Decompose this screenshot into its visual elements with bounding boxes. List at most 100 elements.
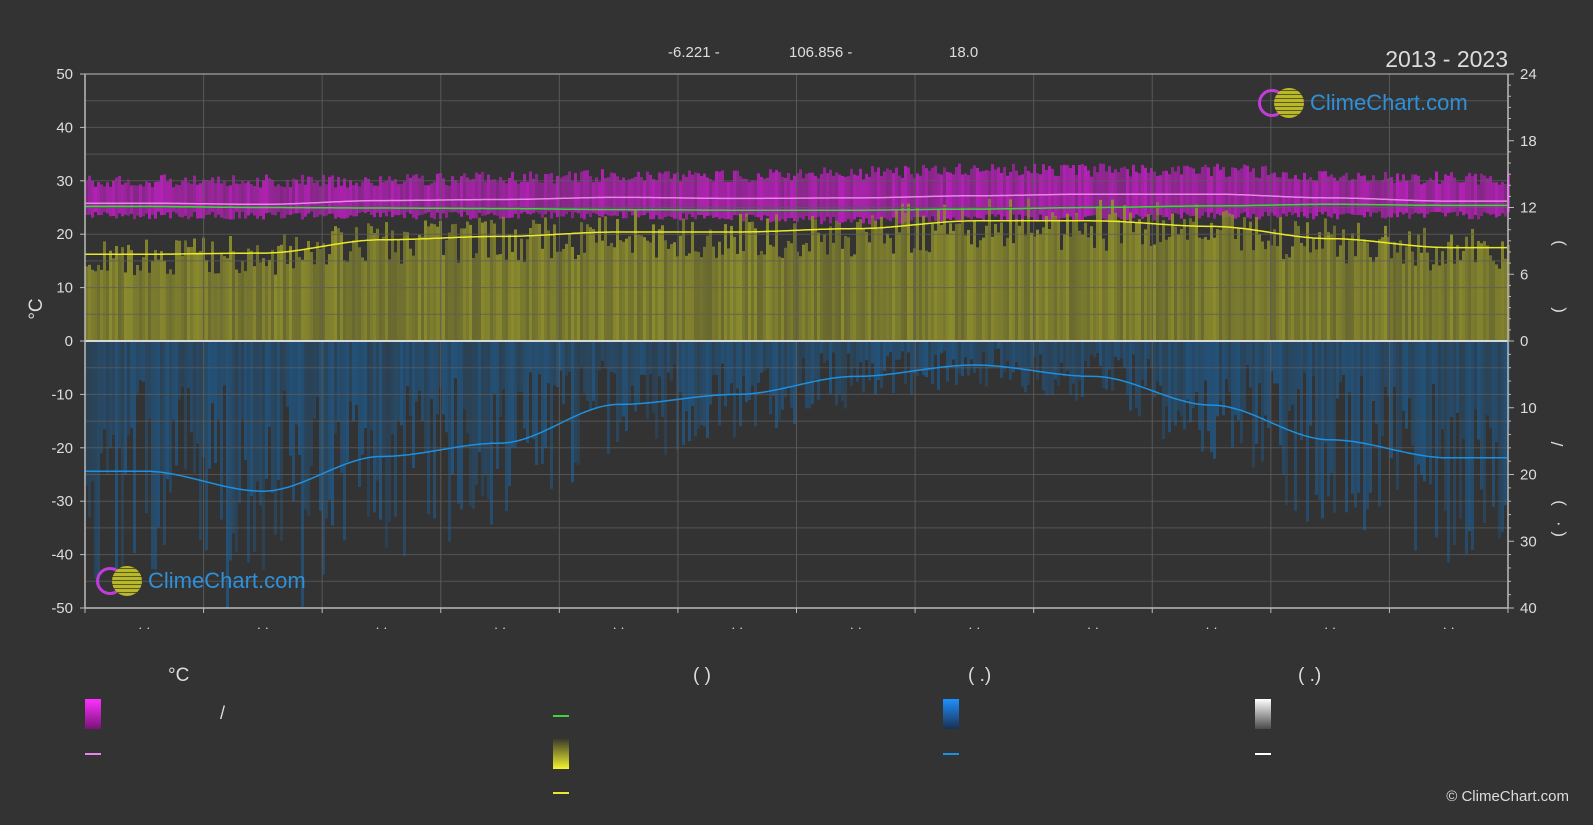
temp-range-bar bbox=[1351, 179, 1354, 215]
precipitation-bar bbox=[985, 341, 988, 387]
temp-range-bar bbox=[898, 175, 901, 224]
temp-range-bar bbox=[511, 171, 514, 218]
temp-range-bar bbox=[1339, 177, 1342, 215]
precipitation-bar bbox=[598, 341, 601, 371]
sunshine-bar bbox=[304, 249, 307, 341]
precipitation-bar bbox=[268, 341, 271, 427]
temp-range-bar bbox=[1321, 171, 1324, 215]
temp-range-bar bbox=[1285, 172, 1288, 217]
sunshine-bar bbox=[163, 260, 166, 341]
temp-range-bar bbox=[835, 172, 838, 221]
temp-range-bar bbox=[454, 179, 457, 212]
temp-range-bar bbox=[355, 182, 358, 217]
sunshine-bar bbox=[340, 232, 343, 341]
precipitation-bar bbox=[1060, 341, 1063, 363]
temp-range-bar bbox=[1042, 164, 1045, 222]
precipitation-bar bbox=[490, 341, 493, 525]
precipitation-bar bbox=[1312, 341, 1315, 377]
precipitation-bar bbox=[793, 341, 796, 425]
precipitation-bar bbox=[904, 341, 907, 384]
logo-top[interactable]: ClimeChart.com bbox=[1258, 88, 1468, 118]
precipitation-bar bbox=[1081, 341, 1084, 397]
sunshine-bar bbox=[175, 240, 178, 341]
precipitation-bar bbox=[1234, 341, 1237, 416]
precipitation-bar bbox=[997, 341, 1000, 349]
precipitation-bar bbox=[1189, 341, 1192, 423]
sunshine-bar bbox=[940, 224, 943, 341]
precipitation-bar bbox=[547, 341, 550, 384]
sunshine-bar bbox=[1501, 241, 1504, 341]
temp-range-bar bbox=[310, 176, 313, 212]
temp-range-bar bbox=[568, 171, 571, 212]
precipitation-bar bbox=[1255, 341, 1258, 444]
precipitation-bar bbox=[346, 341, 349, 463]
sunshine-bar bbox=[295, 236, 298, 341]
sunshine-bar bbox=[469, 224, 472, 341]
sunshine-bar bbox=[1243, 217, 1246, 341]
precipitation-bar bbox=[1495, 341, 1498, 443]
sunshine-bar bbox=[412, 255, 415, 341]
sunshine-bar bbox=[862, 229, 865, 341]
temp-range-bar bbox=[859, 168, 862, 218]
precipitation-bar bbox=[220, 341, 223, 520]
precipitation-bar bbox=[1480, 341, 1483, 490]
precipitation-bar bbox=[691, 341, 694, 406]
period-label: 2013 - 2023 bbox=[1385, 46, 1508, 72]
precipitation-bar bbox=[463, 341, 466, 410]
sunshine-bar bbox=[703, 246, 706, 341]
temp-range-bar bbox=[841, 176, 844, 223]
precipitation-bar bbox=[805, 341, 808, 409]
precipitation-bar bbox=[247, 341, 250, 563]
temp-range-bar bbox=[1465, 176, 1468, 214]
sunshine-bar bbox=[142, 257, 145, 341]
temp-range-bar bbox=[217, 176, 220, 215]
temp-range-bar bbox=[1225, 176, 1228, 217]
precipitation-bar bbox=[760, 341, 763, 373]
sunshine-bar bbox=[850, 256, 853, 341]
legend-heading-temperature: °C bbox=[168, 665, 190, 686]
precipitation-bar bbox=[586, 341, 589, 402]
temp-range-bar bbox=[178, 185, 181, 217]
temp-range-bar bbox=[1192, 168, 1195, 216]
precipitation-bar bbox=[1381, 341, 1384, 437]
precipitation-bar bbox=[1024, 341, 1027, 393]
temp-range-bar bbox=[1135, 171, 1138, 215]
sunshine-bar bbox=[772, 246, 775, 341]
precipitation-bar bbox=[1261, 341, 1264, 462]
temp-range-bar bbox=[991, 164, 994, 215]
precipitation-bar bbox=[397, 341, 400, 421]
temp-range-bar bbox=[916, 173, 919, 218]
precipitation-bar bbox=[337, 341, 340, 422]
temp-range-bar bbox=[481, 171, 484, 216]
temp-range-bar bbox=[169, 178, 172, 219]
precipitation-bar bbox=[1351, 341, 1354, 494]
temp-range-bar bbox=[466, 177, 469, 216]
sunshine-bar bbox=[994, 223, 997, 341]
sunshine-bar bbox=[1288, 257, 1291, 341]
temp-range-bar bbox=[127, 179, 130, 216]
sunshine-bar bbox=[1147, 214, 1150, 341]
sunshine-bar bbox=[1297, 225, 1300, 341]
precipitation-bar bbox=[355, 341, 358, 405]
precipitation-bar bbox=[1501, 341, 1504, 532]
sunshine-bar bbox=[1054, 216, 1057, 341]
sunshine-bar bbox=[895, 209, 898, 341]
temp-range-bar bbox=[1156, 175, 1159, 216]
sunshine-bar bbox=[787, 240, 790, 341]
sunshine-bar bbox=[643, 237, 646, 341]
temp-range-bar bbox=[1057, 176, 1060, 222]
temp-range-bar bbox=[532, 178, 535, 214]
precipitation-bar bbox=[1300, 341, 1303, 441]
sunshine-bar bbox=[877, 228, 880, 341]
temp-range-bar bbox=[682, 174, 685, 214]
precipitation-bar bbox=[1222, 341, 1225, 416]
logo-bottom[interactable]: ClimeChart.com bbox=[96, 566, 306, 596]
sunshine-bar bbox=[85, 266, 88, 341]
precipitation-bar bbox=[961, 341, 964, 377]
precipitation-bar bbox=[937, 341, 940, 391]
temp-range-bar bbox=[172, 187, 175, 212]
sunshine-bar bbox=[1210, 222, 1213, 341]
temp-range-bar bbox=[832, 175, 835, 217]
precipitation-bar bbox=[1393, 341, 1396, 387]
sunshine-bar bbox=[922, 215, 925, 341]
